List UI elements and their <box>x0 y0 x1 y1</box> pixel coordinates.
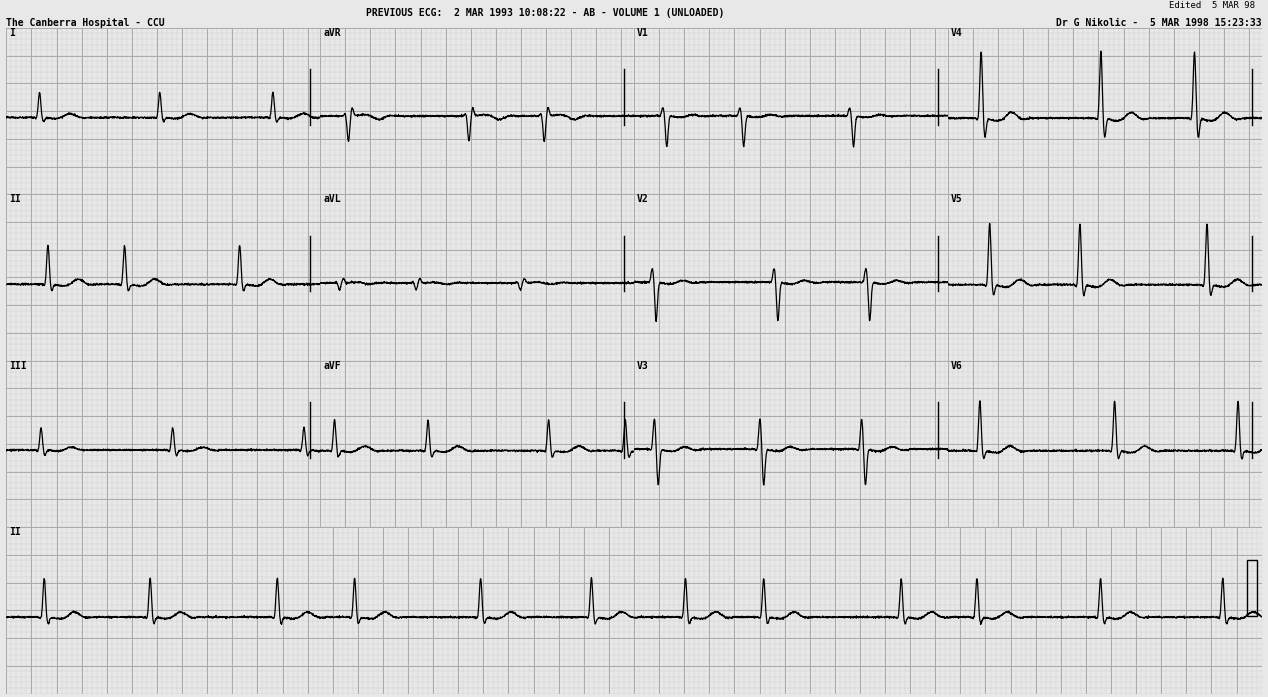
Text: V6: V6 <box>951 361 962 371</box>
Text: III: III <box>9 361 27 371</box>
Text: aVR: aVR <box>323 28 341 38</box>
Text: aVL: aVL <box>323 194 341 204</box>
Text: V2: V2 <box>637 194 649 204</box>
Text: II: II <box>9 527 20 537</box>
Text: I: I <box>9 28 15 38</box>
Bar <box>1246 560 1257 616</box>
Text: aVF: aVF <box>323 361 341 371</box>
Text: V5: V5 <box>951 194 962 204</box>
Text: V1: V1 <box>637 28 649 38</box>
Text: V3: V3 <box>637 361 649 371</box>
Text: Edited  5 MAR 98: Edited 5 MAR 98 <box>1169 1 1255 10</box>
Text: Dr G Nikolic -  5 MAR 1998 15:23:33: Dr G Nikolic - 5 MAR 1998 15:23:33 <box>1056 18 1262 28</box>
Text: V4: V4 <box>951 28 962 38</box>
Text: PREVIOUS ECG:  2 MAR 1993 10:08:22 - AB - VOLUME 1 (UNLOADED): PREVIOUS ECG: 2 MAR 1993 10:08:22 - AB -… <box>366 8 724 18</box>
Text: The Canberra Hospital - CCU: The Canberra Hospital - CCU <box>6 18 165 28</box>
Text: II: II <box>9 194 22 204</box>
